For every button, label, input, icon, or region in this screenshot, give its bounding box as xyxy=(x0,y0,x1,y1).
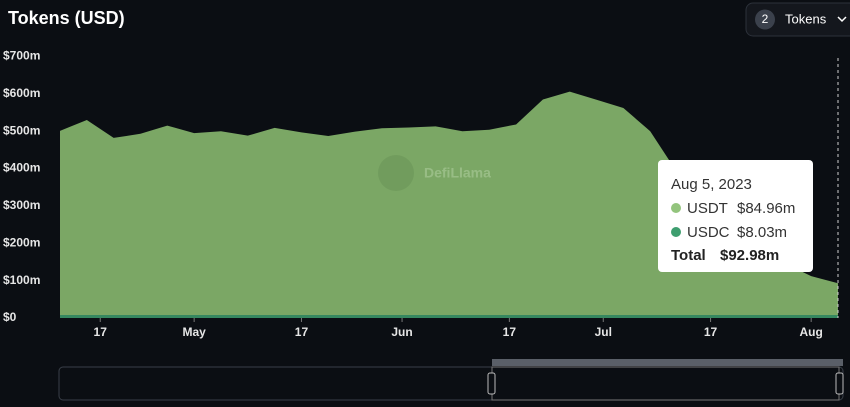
y-tick-label: $600m xyxy=(3,86,40,100)
area xyxy=(60,314,838,318)
range-slider xyxy=(58,359,844,401)
watermark-text: DefiLlama xyxy=(424,165,491,181)
tooltip: Aug 5, 2023 USDT $84.96m USDC $8.03m Tot… xyxy=(658,160,813,272)
slider-window xyxy=(491,366,840,401)
slider-handle[interactable] xyxy=(487,372,496,395)
plot-area: $0 $100m $200m $300m $400m $500m $600m $700m 17 M… xyxy=(3,49,838,339)
button-badge xyxy=(755,9,775,30)
x-tick-label: Aug xyxy=(800,325,823,339)
tooltip-box xyxy=(658,160,813,272)
tooltip-total-value: $92.98m xyxy=(720,247,779,264)
slider-track xyxy=(58,366,844,401)
y-tick-label: $0 xyxy=(3,310,17,324)
y-tick-label: $400m xyxy=(3,161,40,175)
slider-handle[interactable] xyxy=(835,372,844,395)
chart-title: Tokens (USD) xyxy=(8,8,125,28)
watermark-logo xyxy=(378,155,414,191)
y-tick-label: $500m xyxy=(3,123,40,137)
button-chevron xyxy=(837,16,847,23)
tooltip-name: USDC xyxy=(687,224,730,241)
slider-bar[interactable] xyxy=(492,359,843,366)
x-tick-label: 17 xyxy=(704,325,718,339)
button-label: Tokens xyxy=(785,11,827,26)
tokens-button[interactable] xyxy=(745,2,850,37)
tooltip-name: USDT xyxy=(687,200,728,217)
watermark: DefiLlama xyxy=(378,155,491,191)
tooltip-value: $84.96m xyxy=(737,200,795,217)
y-tick-label: $100m xyxy=(3,273,40,287)
tooltip-value: $8.03m xyxy=(737,224,787,241)
y-tick-label: $200m xyxy=(3,235,40,249)
area xyxy=(60,91,838,316)
x-tick-label: 17 xyxy=(295,325,309,339)
tooltip-dot xyxy=(671,227,681,237)
x-tick-label: Jul xyxy=(595,325,612,339)
button-count: 2 xyxy=(762,12,769,26)
x-tick-label: 17 xyxy=(94,325,108,339)
x-tick-label: 17 xyxy=(503,325,517,339)
tooltip-total-name: Total xyxy=(671,247,706,264)
x-tick-label: Jun xyxy=(391,325,412,339)
tooltip-date: Aug 5, 2023 xyxy=(671,176,752,193)
y-tick-label: $700m xyxy=(3,49,40,63)
x-tick-label: May xyxy=(182,325,206,339)
y-tick-label: $300m xyxy=(3,198,40,212)
tooltip-dot xyxy=(671,203,681,213)
